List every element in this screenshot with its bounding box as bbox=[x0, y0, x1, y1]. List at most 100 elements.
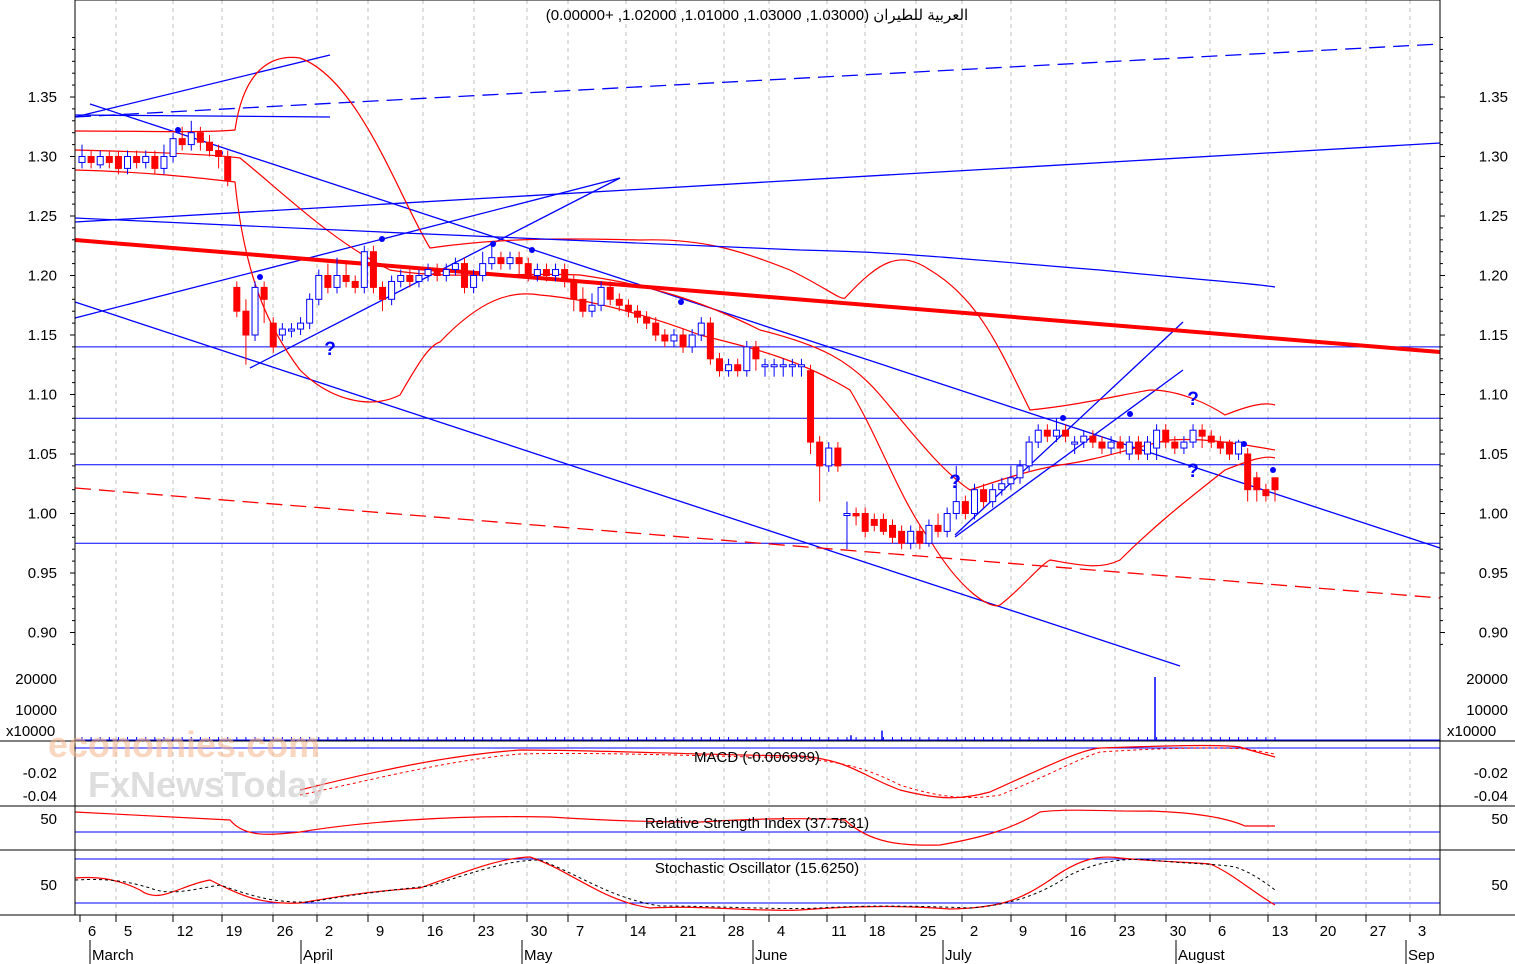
xaxis-day-label: 16 bbox=[427, 923, 444, 940]
xaxis-day-label: 30 bbox=[1170, 923, 1187, 940]
candle-body bbox=[415, 275, 423, 282]
candle-body bbox=[1025, 441, 1033, 467]
xaxis-day-label: 6 bbox=[1218, 923, 1226, 940]
candle-body bbox=[124, 156, 132, 169]
price-tick-label-right: 1.10 bbox=[1479, 387, 1508, 404]
signal-dot bbox=[1127, 411, 1133, 417]
candle-body bbox=[725, 364, 733, 372]
candle-body bbox=[679, 334, 687, 348]
price-tick-label-left: 1.20 bbox=[28, 268, 57, 285]
xaxis-month-label: June bbox=[755, 947, 788, 964]
candle-body bbox=[734, 364, 742, 372]
xaxis-day-label: 5 bbox=[124, 923, 132, 940]
candle-body bbox=[351, 280, 359, 288]
xaxis-day-label: 4 bbox=[777, 923, 785, 940]
signal-dot bbox=[1270, 467, 1276, 473]
panel-frames bbox=[0, 0, 1515, 916]
candle-body bbox=[570, 280, 578, 300]
candle-body bbox=[634, 310, 642, 318]
candle-body bbox=[1244, 453, 1252, 491]
blue-trend-line bbox=[954, 369, 1184, 538]
candle-body bbox=[497, 257, 505, 265]
macd-signal-line bbox=[299, 747, 1276, 798]
candle-body bbox=[1162, 429, 1170, 443]
price-tick-label-left: 0.90 bbox=[28, 625, 57, 642]
question-marker: ? bbox=[1187, 389, 1199, 410]
price-tick-label-left: 1.00 bbox=[28, 506, 57, 523]
stoch-tick-label-right: 50 bbox=[1491, 877, 1508, 894]
xaxis-day-label: 18 bbox=[869, 923, 886, 940]
candle-body bbox=[1216, 441, 1224, 449]
candle-body bbox=[552, 269, 560, 276]
candle-body bbox=[1153, 429, 1161, 449]
price-tick-label-right: 1.20 bbox=[1479, 268, 1508, 285]
xaxis-month-label: May bbox=[524, 947, 553, 964]
candle-body bbox=[643, 316, 651, 324]
price-tick-label-right: 1.25 bbox=[1479, 208, 1508, 225]
price-tick-label-left: 1.10 bbox=[28, 387, 57, 404]
candle-body bbox=[87, 156, 95, 163]
candle-body bbox=[242, 310, 250, 336]
candle-body bbox=[1134, 441, 1142, 455]
candle-body bbox=[233, 286, 241, 312]
candle-body bbox=[715, 358, 723, 372]
bollinger-band-line bbox=[74, 149, 1276, 491]
xaxis-day-label: 14 bbox=[630, 923, 647, 940]
macd-tick-label-left: -0.02 bbox=[23, 765, 57, 782]
xaxis-day-label: 30 bbox=[531, 923, 548, 940]
volume-tick-label-left: 10000 bbox=[15, 702, 57, 719]
candle-body bbox=[1262, 489, 1270, 497]
candle-body bbox=[297, 322, 305, 330]
candle-body bbox=[142, 156, 150, 163]
candle-body bbox=[861, 513, 869, 532]
signal-dot bbox=[490, 241, 496, 247]
candle-body bbox=[506, 257, 514, 265]
watermark-economies: economies.com bbox=[48, 724, 320, 765]
moving-average-line bbox=[74, 217, 1276, 288]
candle-body bbox=[998, 483, 1006, 491]
candle-body bbox=[980, 489, 988, 503]
candle-body bbox=[278, 328, 286, 336]
candle-body bbox=[807, 370, 815, 443]
candle-body bbox=[205, 141, 213, 152]
candle-body bbox=[1125, 441, 1133, 455]
candle-body bbox=[433, 269, 441, 276]
candle-body bbox=[178, 138, 186, 146]
candle-body bbox=[151, 156, 159, 169]
candle-body bbox=[169, 138, 177, 157]
candle-body bbox=[1043, 429, 1051, 437]
candle-body bbox=[442, 269, 450, 276]
candle-body bbox=[470, 275, 478, 288]
candle-body bbox=[251, 286, 259, 336]
candle-body bbox=[597, 286, 605, 306]
xaxis-month-label: August bbox=[1178, 947, 1226, 964]
candle-body bbox=[215, 150, 223, 158]
stoch-k-line bbox=[74, 856, 1276, 911]
candle-body bbox=[925, 524, 933, 544]
price-tick-label-right: 1.35 bbox=[1479, 89, 1508, 106]
chart-title: العربية للطيران (1.03000, 1.03000, 1.010… bbox=[546, 7, 968, 24]
signal-dot bbox=[1241, 441, 1247, 447]
candle-body bbox=[1016, 465, 1024, 479]
candle-body bbox=[460, 263, 468, 288]
blue-trend-line bbox=[74, 54, 331, 118]
price-tick-label-left: 0.95 bbox=[28, 565, 57, 582]
xaxis-month-label: July bbox=[945, 947, 972, 964]
candle-body bbox=[133, 156, 141, 163]
price-tick-label-left: 1.30 bbox=[28, 149, 57, 166]
candle-body bbox=[889, 524, 897, 538]
candle-body bbox=[306, 298, 314, 324]
blue-trend-line bbox=[74, 177, 621, 319]
xaxis-day-label: 16 bbox=[1070, 923, 1087, 940]
macd-tick-label-right: -0.04 bbox=[1474, 788, 1508, 805]
candle-body bbox=[1098, 441, 1106, 449]
candle-body bbox=[961, 501, 969, 515]
candle-body bbox=[825, 447, 833, 467]
price-tick-label-left: 1.15 bbox=[28, 327, 57, 344]
xaxis-day-label: 27 bbox=[1370, 923, 1387, 940]
candle-body bbox=[615, 298, 623, 306]
price-tick-label-right: 1.15 bbox=[1479, 327, 1508, 344]
candle-body bbox=[1198, 429, 1206, 437]
candle-body bbox=[406, 275, 414, 282]
